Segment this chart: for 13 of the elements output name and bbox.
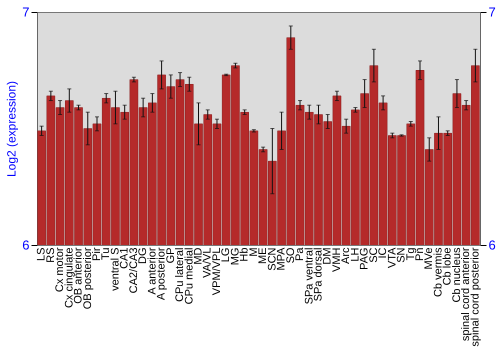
x-tick-label: CPu medial bbox=[183, 248, 196, 304]
x-tick-label: RS bbox=[44, 248, 57, 263]
x-tick-label: Pa bbox=[294, 246, 306, 261]
y-axis-title: Log2 (expression) bbox=[4, 80, 18, 178]
y2-tick-label: 7 bbox=[488, 4, 496, 20]
y2-tick-label: 6 bbox=[488, 238, 496, 252]
x-tick-label: SO bbox=[284, 247, 297, 264]
x-tick-label: SCN bbox=[266, 247, 278, 271]
x-tick-label: MVe bbox=[423, 248, 436, 270]
x-tick-label: VPM/VPL bbox=[210, 248, 223, 296]
x-tick-label: IC bbox=[377, 247, 390, 258]
x-tick-label: SPa dorsal bbox=[312, 248, 324, 302]
x-tick-label: Arc bbox=[340, 247, 352, 264]
